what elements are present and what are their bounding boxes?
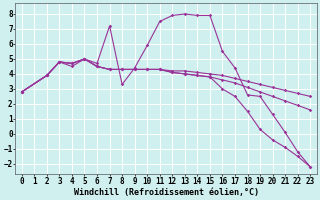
X-axis label: Windchill (Refroidissement éolien,°C): Windchill (Refroidissement éolien,°C)	[74, 188, 259, 197]
